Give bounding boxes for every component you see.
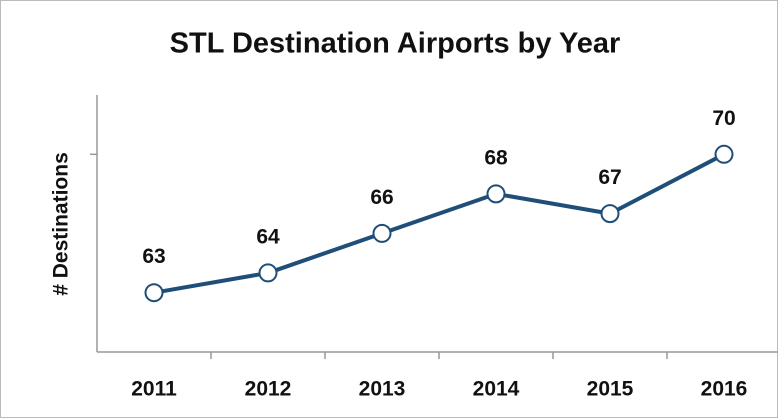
- data-point: [600, 204, 620, 224]
- series-line: [153, 152, 725, 295]
- x-tick-label: 2015: [587, 378, 634, 401]
- data-label: 67: [598, 166, 621, 189]
- x-tick-label: 2013: [359, 378, 406, 401]
- data-label: 66: [370, 186, 393, 209]
- x-tick-label: 2012: [245, 378, 292, 401]
- data-point: [258, 263, 278, 283]
- y-axis-label: # Destinations: [50, 152, 73, 296]
- data-label: 68: [484, 146, 508, 169]
- data-point: [486, 184, 506, 204]
- data-label: 63: [142, 245, 165, 268]
- x-tick-label: 2016: [701, 378, 748, 401]
- data-point: [372, 223, 392, 243]
- chart-title: STL Destination Airports by Year: [170, 28, 621, 60]
- x-tick-label: 2011: [131, 378, 177, 401]
- data-point: [714, 144, 734, 164]
- data-label: 70: [712, 107, 735, 130]
- x-tick-label: 2014: [473, 378, 520, 401]
- data-label: 64: [256, 225, 280, 248]
- data-point: [144, 283, 164, 303]
